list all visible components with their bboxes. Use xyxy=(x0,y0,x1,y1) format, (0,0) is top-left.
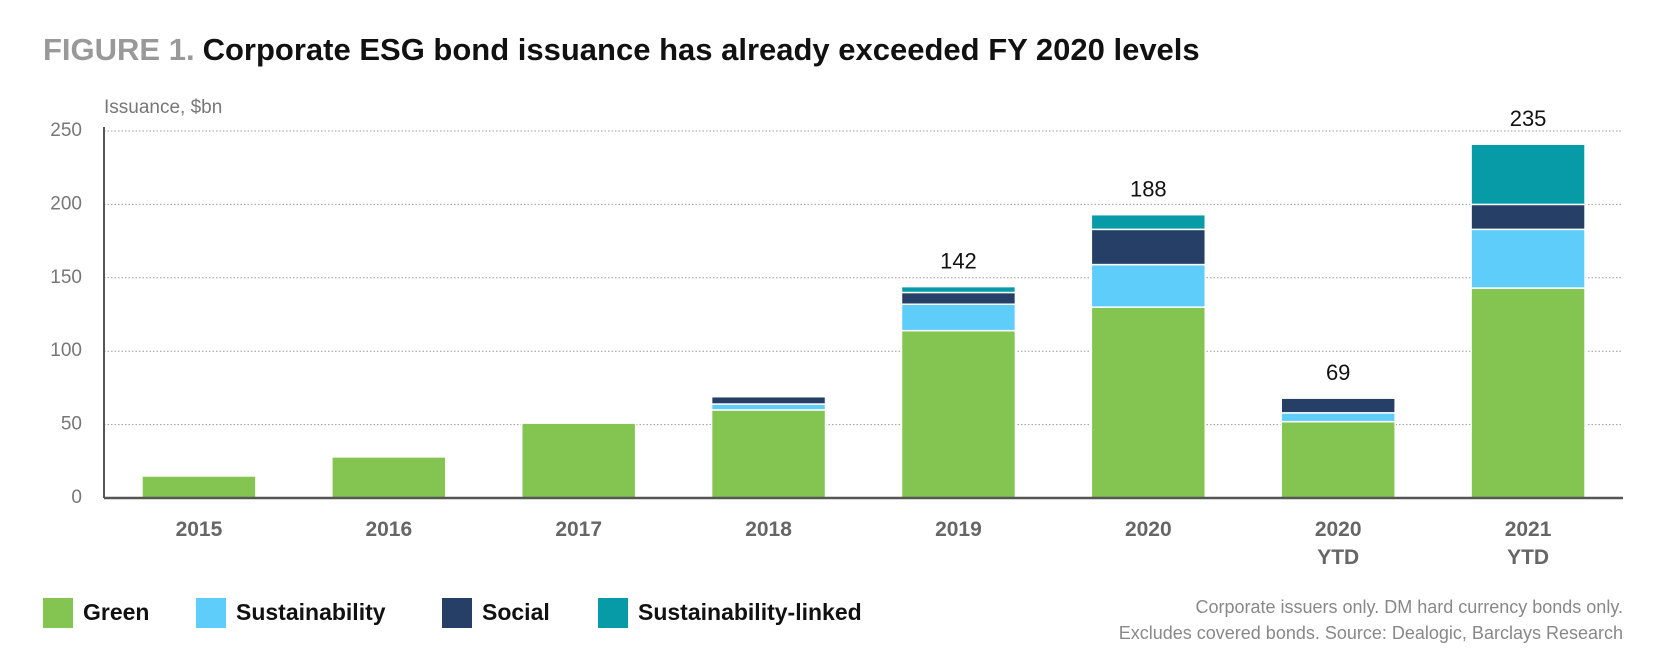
bar-segment xyxy=(1090,306,1207,499)
y-axis-label: Issuance, $bn xyxy=(104,97,222,118)
bar-segment xyxy=(710,403,827,411)
legend-label: Social xyxy=(482,599,550,625)
bar-segment xyxy=(1470,143,1586,206)
legend-swatch xyxy=(196,598,226,628)
legend-swatch xyxy=(43,598,73,628)
bar-segment xyxy=(1280,397,1396,414)
x-tick-label: 2016 xyxy=(365,518,413,541)
y-tick-label: 50 xyxy=(61,414,82,435)
x-tick-label: 2020 YTD xyxy=(1314,518,1362,569)
bar-segment xyxy=(141,475,257,499)
y-tick-label: 250 xyxy=(50,120,82,141)
x-tick-label: 2020 xyxy=(1124,518,1172,541)
title-text: Corporate ESG bond issuance has already … xyxy=(203,32,1200,67)
bar-segment xyxy=(1090,228,1207,266)
x-tick-label: 2015 xyxy=(175,518,223,541)
bar-segment xyxy=(1090,263,1207,308)
note: Corporate issuers only. DM hard currency… xyxy=(1195,597,1623,617)
legend-label: Sustainability-linked xyxy=(638,599,862,625)
bar-segment xyxy=(900,291,1017,305)
legend-label: Sustainability xyxy=(236,599,386,625)
figure-label: FIGURE 1. xyxy=(43,32,195,67)
x-tick-label: 2018 xyxy=(745,518,792,541)
legend-swatch xyxy=(442,598,472,628)
note: Excludes covered bonds. Source: Dealogic… xyxy=(1119,623,1623,643)
total-label: 188 xyxy=(1130,176,1167,201)
x-tick-label: 2017 xyxy=(555,518,603,541)
bar-segment xyxy=(520,422,637,499)
bar-segment xyxy=(710,395,827,405)
bar-segment xyxy=(1470,287,1586,499)
bar-segment xyxy=(1280,412,1396,423)
y-tick-label: 200 xyxy=(50,193,82,214)
bar-segment xyxy=(1090,213,1207,231)
total-label: 69 xyxy=(1326,360,1350,385)
x-tick-label: 2019 xyxy=(935,518,982,541)
bar-segment xyxy=(1470,203,1586,231)
bar-segment xyxy=(900,285,1017,294)
y-tick-label: 0 xyxy=(71,487,82,508)
total-label: 235 xyxy=(1510,106,1547,131)
x-tick-label: 2021 YTD xyxy=(1504,518,1552,569)
y-tick-label: 100 xyxy=(50,340,82,361)
bar-segment xyxy=(331,456,447,499)
y-tick-label: 150 xyxy=(50,267,82,288)
chart-title: FIGURE 1. Corporate ESG bond issuance has… xyxy=(43,32,1200,67)
bar-segment xyxy=(900,303,1017,332)
legend-label: Green xyxy=(83,599,149,625)
bar-segment xyxy=(900,329,1017,499)
total-label: 142 xyxy=(940,248,977,273)
bar-segment xyxy=(710,409,827,499)
bar-segment xyxy=(1280,420,1396,499)
legend-swatch xyxy=(598,598,628,628)
bar-segment xyxy=(1470,228,1586,289)
